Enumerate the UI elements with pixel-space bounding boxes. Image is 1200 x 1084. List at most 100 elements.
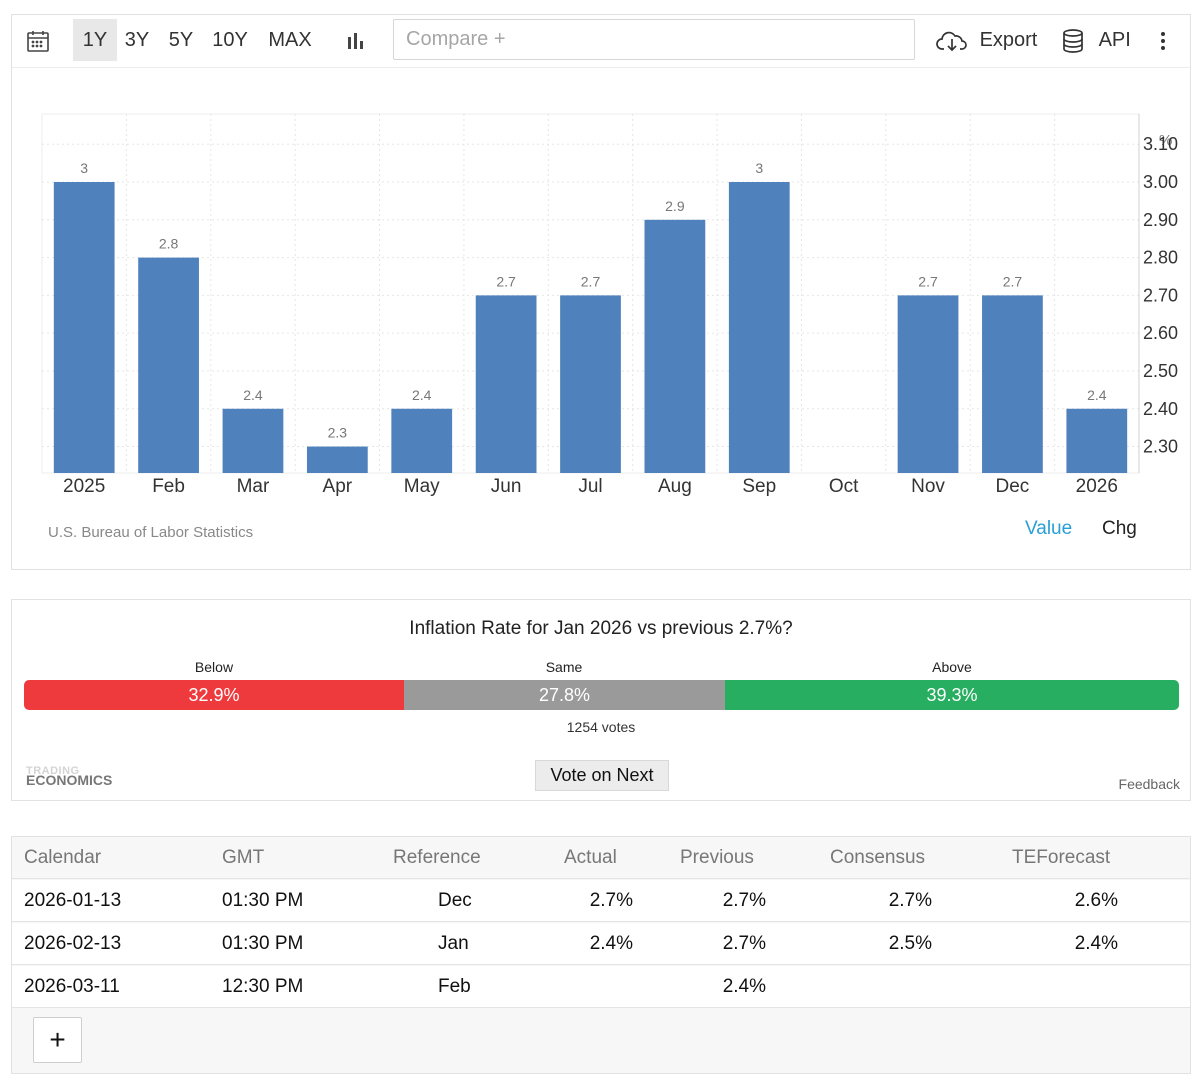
x-tick-label: Sep xyxy=(742,476,776,497)
header-calendar: Calendar xyxy=(24,847,102,868)
bar-jul xyxy=(560,295,621,473)
x-tick-label: Aug xyxy=(658,476,692,497)
y-tick-label: 3.00 xyxy=(1143,172,1178,192)
value-toggle[interactable]: Value xyxy=(1025,518,1073,539)
table-row[interactable]: 2026-02-13 01:30 PM Jan 2.4% 2.7% 2.5% 2… xyxy=(12,923,1190,965)
header-reference: Reference xyxy=(393,847,481,868)
chart-toolbar: 1Y 3Y 5Y 10Y MAX Compare + Export xyxy=(12,15,1190,68)
header-consensus: Consensus xyxy=(830,847,926,868)
compare-input[interactable]: Compare + xyxy=(393,19,915,60)
range-5y-button[interactable]: 5Y xyxy=(168,29,194,51)
poll-segment-above: 39.3% xyxy=(725,680,1179,710)
range-3y-button[interactable]: 3Y xyxy=(124,29,150,51)
database-icon xyxy=(1061,28,1091,53)
table-header: Calendar GMT Reference Actual Previous C… xyxy=(12,837,1190,879)
x-tick-label: Nov xyxy=(911,476,945,497)
row-teforecast: 2.6% xyxy=(1074,890,1118,911)
row-consensus: 2.5% xyxy=(888,933,932,954)
data-label: 2.7 xyxy=(581,273,601,289)
row-time: 01:30 PM xyxy=(222,890,304,911)
bar-feb xyxy=(138,257,199,473)
header-previous: Previous xyxy=(680,847,754,868)
row-actual: 2.7% xyxy=(589,890,633,911)
bar-2025 xyxy=(53,182,115,473)
data-label: 2.7 xyxy=(918,273,938,289)
feedback-link[interactable]: Feedback xyxy=(1118,776,1180,792)
data-label: 2.4 xyxy=(412,387,432,403)
bar-sep xyxy=(728,182,790,473)
unit-label: % xyxy=(1159,132,1173,149)
bar-chart-icon[interactable] xyxy=(346,19,368,61)
api-button[interactable]: API xyxy=(1061,19,1131,61)
data-label: 3 xyxy=(80,160,88,176)
row-date: 2026-03-11 xyxy=(24,976,120,997)
table-row[interactable]: 2026-03-11 12:30 PM Feb 2.4% xyxy=(12,966,1190,1008)
export-label: Export xyxy=(979,29,1038,51)
more-vertical-icon[interactable] xyxy=(1155,19,1171,61)
row-time: 01:30 PM xyxy=(222,933,304,954)
x-tick-label: Mar xyxy=(237,476,270,497)
y-tick-label: 2.70 xyxy=(1143,285,1178,305)
x-tick-label: 2026 xyxy=(1076,476,1118,497)
poll-panel: Inflation Rate for Jan 2026 vs previous … xyxy=(11,599,1191,801)
data-label: 2.9 xyxy=(665,198,685,214)
data-label: 2.4 xyxy=(243,387,263,403)
bar-dec xyxy=(982,295,1043,473)
x-tick-label: Apr xyxy=(323,476,353,497)
x-tick-label: 2025 xyxy=(63,476,105,497)
trading-economics-logo: TRADING ECONOMICS xyxy=(26,765,113,788)
table-row[interactable]: 2026-01-13 01:30 PM Dec 2.7% 2.7% 2.7% 2… xyxy=(12,880,1190,922)
row-date: 2026-02-13 xyxy=(24,933,122,954)
header-actual: Actual xyxy=(564,847,617,868)
chg-toggle[interactable]: Chg xyxy=(1102,518,1137,539)
row-actual: 2.4% xyxy=(589,933,633,954)
range-1y-button[interactable]: 1Y xyxy=(73,19,117,61)
range-10y-button[interactable]: 10Y xyxy=(212,29,248,51)
bar-nov xyxy=(897,295,959,473)
x-tick-label: Jun xyxy=(491,476,522,497)
header-gmt: GMT xyxy=(222,847,265,868)
y-tick-label: 2.50 xyxy=(1143,361,1178,381)
poll-segment-same: 27.8% xyxy=(403,680,726,710)
y-tick-label: 2.90 xyxy=(1143,210,1178,230)
bar-jun xyxy=(475,295,537,473)
x-tick-label: Feb xyxy=(152,476,185,497)
bar-apr xyxy=(306,446,368,473)
y-tick-label: 2.40 xyxy=(1143,399,1178,419)
poll-label-above: Above xyxy=(932,659,972,675)
vote-on-next-button[interactable]: Vote on Next xyxy=(535,760,669,791)
inflation-bar-chart: 2.30 2.40 2.50 2.60 2.70 2.80 2.90 3.00 3.10 3 202… xyxy=(41,113,1178,497)
row-reference: Dec xyxy=(438,890,472,911)
range-max-button[interactable]: MAX xyxy=(268,29,312,51)
header-teforecast: TEForecast xyxy=(1012,847,1111,868)
data-label: 2.7 xyxy=(1003,273,1023,289)
add-event-button[interactable]: + xyxy=(33,1017,82,1063)
row-reference: Jan xyxy=(438,933,469,954)
row-reference: Feb xyxy=(438,976,471,997)
chart-area: % 2.30 2.40 2.50 2.60 2.70 2.80 2.90 3.00 3.10 3 2… xyxy=(12,68,1190,570)
row-consensus: 2.7% xyxy=(888,890,932,911)
x-tick-label: Dec xyxy=(996,476,1030,497)
bar-mar xyxy=(222,408,284,473)
data-label: 2.8 xyxy=(159,236,179,252)
poll-segment-below: 32.9% xyxy=(24,680,404,710)
row-date: 2026-01-13 xyxy=(24,890,122,911)
poll-label-same: Same xyxy=(545,659,583,675)
y-tick-label: 3.10 xyxy=(1143,134,1178,154)
poll-result-bar: 32.9% 27.8% 39.3% xyxy=(24,680,1179,710)
x-tick-label: Oct xyxy=(829,476,859,497)
row-time: 12:30 PM xyxy=(222,976,304,997)
source-label: U.S. Bureau of Labor Statistics xyxy=(48,524,254,541)
data-label: 2.4 xyxy=(1087,387,1107,403)
bar-may xyxy=(391,408,453,473)
x-tick-label: May xyxy=(404,476,440,497)
calendar-icon[interactable] xyxy=(26,19,50,61)
bar-aug xyxy=(644,219,706,473)
row-previous: 2.4% xyxy=(722,976,766,997)
y-tick-label: 2.30 xyxy=(1143,437,1178,457)
data-label: 2.3 xyxy=(328,425,348,441)
poll-question: Inflation Rate for Jan 2026 vs previous … xyxy=(409,618,793,639)
export-button[interactable]: Export xyxy=(936,19,1037,61)
y-tick-label: 2.80 xyxy=(1143,248,1178,268)
poll-label-below: Below xyxy=(194,659,234,675)
